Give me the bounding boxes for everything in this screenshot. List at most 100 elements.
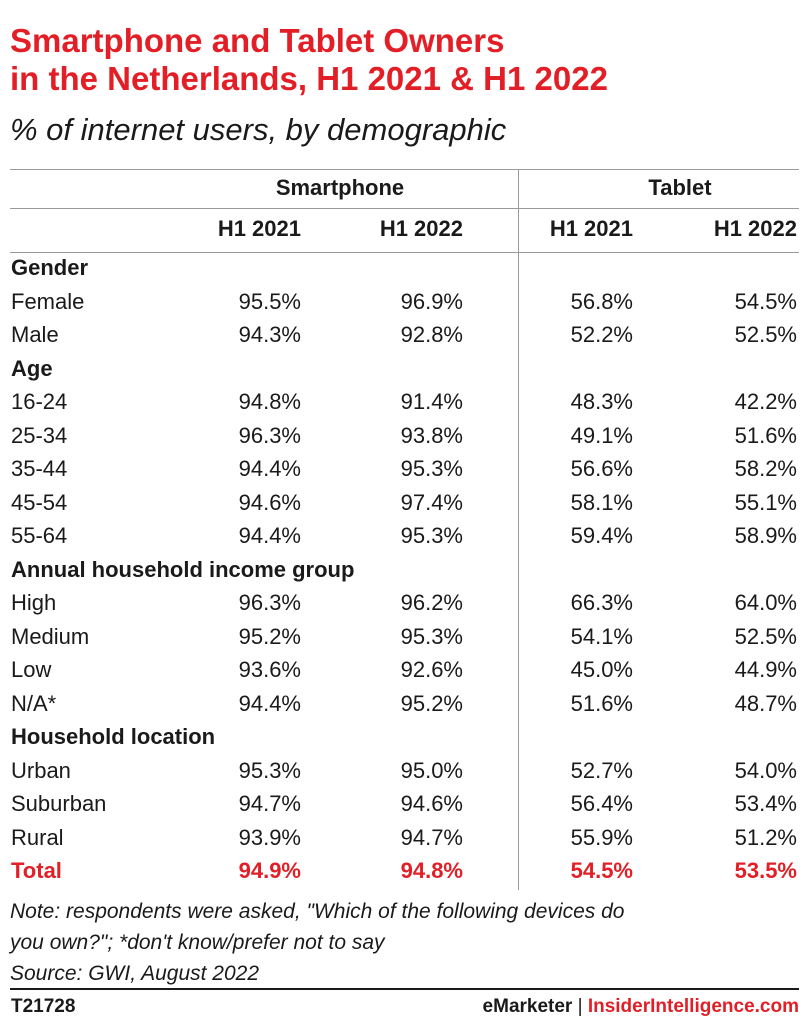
brand-emarketer: eMarketer — [482, 996, 573, 1017]
table-cell: 94.8% — [238, 389, 301, 414]
table-cell: 49.1% — [570, 422, 633, 448]
row-label: N/A* — [11, 690, 57, 716]
table-cell: 52.7% — [570, 757, 633, 783]
row-label: 16-24 — [11, 389, 68, 414]
table-cell: 51.2% — [734, 824, 797, 850]
table-cell: 48.7% — [734, 690, 797, 716]
table-cell: 56.6% — [570, 456, 633, 481]
title-line-2: in the Netherlands, H1 2021 & H1 2022 — [10, 60, 608, 97]
section-header: Household location — [11, 724, 216, 749]
table-cell: 93.8% — [400, 422, 463, 448]
table-cell: 95.0% — [400, 757, 463, 783]
column-header: H1 2022 — [713, 216, 797, 241]
table-cell: 95.2% — [238, 623, 301, 649]
column-header: H1 2021 — [217, 216, 301, 241]
table-cell: 94.3% — [238, 322, 301, 347]
table-cell: 55.1% — [734, 489, 797, 515]
table-cell: 95.2% — [400, 690, 463, 716]
table-cell: 51.6% — [734, 422, 797, 448]
table-cell: 53.4% — [734, 791, 797, 816]
total-row-label: Total — [11, 858, 62, 883]
footer-divider — [10, 988, 799, 990]
row-label: High — [11, 590, 57, 615]
table-cell: 45.0% — [570, 657, 633, 682]
footer: T21728 eMarketer | InsiderIntelligence.c… — [10, 994, 799, 1018]
table-cell: 52.5% — [734, 623, 797, 649]
table-cell: 95.5% — [238, 288, 301, 314]
brand: eMarketer | InsiderIntelligence.com — [483, 996, 799, 1018]
rule-group-header — [10, 208, 799, 209]
row-label: Male — [11, 322, 59, 347]
table-cell: 96.9% — [400, 288, 463, 314]
table-cell: 58.1% — [570, 489, 633, 515]
section-header: Age — [11, 355, 53, 381]
table-cell: 94.8% — [400, 858, 463, 883]
table-cell: 58.9% — [734, 523, 797, 548]
row-label: 35-44 — [11, 456, 68, 481]
table-cell: 93.6% — [238, 657, 301, 682]
rule-column-header — [10, 252, 799, 253]
note-line-2: you own?"; *don't know/prefer not to say — [10, 931, 385, 954]
table-cell: 52.2% — [570, 322, 633, 347]
table-cell: 95.3% — [400, 623, 463, 649]
table-cell: 94.4% — [238, 690, 301, 716]
chart-id: T21728 — [11, 996, 76, 1017]
chart-note: Note: respondents were asked, "Which of … — [10, 896, 800, 989]
table-cell: 94.6% — [238, 489, 301, 515]
table-cell: 51.6% — [570, 690, 633, 716]
column-header: H1 2022 — [379, 216, 463, 241]
table-cell: 54.5% — [570, 858, 633, 883]
table-cell: 64.0% — [734, 590, 797, 615]
table-cell: 94.9% — [238, 858, 301, 883]
table-cell: 44.9% — [734, 657, 797, 682]
chart-title: Smartphone and Tablet Owners in the Neth… — [10, 22, 800, 98]
row-label: Urban — [11, 757, 71, 783]
table-cell: 97.4% — [400, 489, 463, 515]
row-label: Medium — [11, 623, 90, 649]
table-cell: 66.3% — [570, 590, 633, 615]
table-cell: 42.2% — [734, 389, 797, 414]
table-cell: 96.3% — [238, 590, 301, 615]
brand-separator: | — [577, 996, 583, 1017]
chart-subtitle: % of internet users, by demographic — [10, 112, 507, 147]
row-label: Low — [11, 657, 52, 682]
section-header: Annual household income group — [11, 556, 355, 582]
table-cell: 91.4% — [400, 389, 463, 414]
table-cell: 94.4% — [238, 456, 301, 481]
table-cell: 52.5% — [734, 322, 797, 347]
table-cell: 56.4% — [570, 791, 633, 816]
row-label: 25-34 — [11, 422, 68, 448]
table-cell: 56.8% — [570, 288, 633, 314]
table-cell: 58.2% — [734, 456, 797, 481]
brand-insider-intelligence: InsiderIntelligence.com — [587, 996, 799, 1017]
row-label: Rural — [11, 824, 64, 850]
section-header: Gender — [11, 255, 89, 280]
table-cell: 54.1% — [570, 623, 633, 649]
table-cell: 92.6% — [400, 657, 463, 682]
row-label: Female — [11, 288, 85, 314]
table-cell: 59.4% — [570, 523, 633, 548]
table-cell: 53.5% — [734, 858, 797, 883]
group-divider — [518, 169, 519, 890]
table-cell: 48.3% — [570, 389, 633, 414]
table-cell: 95.3% — [400, 456, 463, 481]
table-cell: 94.7% — [238, 791, 301, 816]
table-cell: 95.3% — [238, 757, 301, 783]
row-label: 55-64 — [11, 523, 68, 548]
source-line: Source: GWI, August 2022 — [10, 962, 260, 985]
column-header: H1 2021 — [549, 216, 633, 241]
note-line-1: Note: respondents were asked, "Which of … — [10, 900, 625, 923]
table-cell: 95.3% — [400, 523, 463, 548]
table-cell: 94.7% — [400, 824, 463, 850]
row-label: 45-54 — [11, 489, 68, 515]
table-cell: 54.0% — [734, 757, 797, 783]
table-cell: 54.5% — [734, 288, 797, 314]
group-header-tablet: Tablet — [648, 175, 712, 200]
table-cell: 96.2% — [400, 590, 463, 615]
table-cell: 94.4% — [238, 523, 301, 548]
row-label: Suburban — [11, 791, 107, 816]
title-line-1: Smartphone and Tablet Owners — [10, 22, 505, 59]
table-cell: 96.3% — [238, 422, 301, 448]
rule-top — [10, 169, 799, 170]
group-header-smartphone: Smartphone — [275, 175, 405, 200]
